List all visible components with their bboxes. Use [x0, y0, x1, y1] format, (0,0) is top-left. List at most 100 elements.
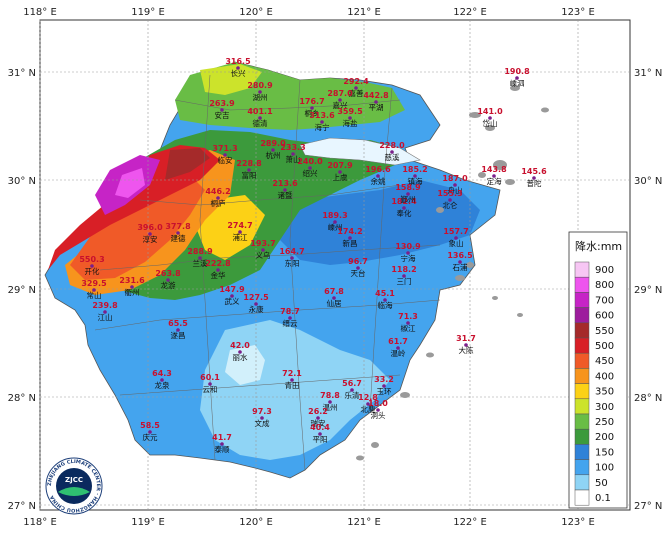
- station-dot: [160, 378, 164, 382]
- legend-label: 800: [595, 280, 614, 291]
- station-marker: 289.0 杭州: [260, 139, 286, 160]
- station-marker: 233.3 萧山: [280, 143, 305, 164]
- station-value: 313.6: [309, 111, 335, 120]
- station-name: 德清: [253, 118, 268, 128]
- station-name: 温州: [323, 403, 338, 412]
- station-value: 40.4: [310, 423, 330, 432]
- station-dot: [238, 350, 242, 354]
- legend-label: 0.1: [595, 493, 611, 504]
- station-name: 淳安: [143, 234, 158, 244]
- station-name: 舟山: [448, 185, 463, 195]
- y-tick-right: 29° N: [634, 285, 662, 296]
- station-marker: 164.7 东阳: [279, 247, 304, 268]
- station-marker: 65.5 遂昌: [168, 319, 188, 340]
- station-marker: 207.9 上虞: [327, 161, 353, 182]
- station-dot: [318, 432, 322, 436]
- y-tick-right: 30° N: [634, 176, 662, 187]
- station-name: 洞头: [371, 410, 386, 420]
- station-marker: 288.9 兰溪: [187, 247, 213, 268]
- station-value: 45.1: [375, 289, 395, 298]
- station-marker: 97.3 文成: [252, 407, 272, 428]
- station-value: 550.3: [79, 255, 104, 264]
- station-value: 239.8: [92, 301, 118, 310]
- station-dot: [376, 408, 380, 412]
- station-value: 228.0: [379, 141, 405, 150]
- station-name: 丽水: [233, 352, 248, 362]
- y-ticks-right: 31° N 30° N 29° N 28° N 27° N: [634, 68, 662, 512]
- station-value: 288.9: [187, 247, 213, 256]
- station-name: 桐庐: [211, 198, 226, 208]
- station-dot: [247, 168, 251, 172]
- station-name: 临安: [218, 155, 233, 165]
- legend-swatch: [574, 337, 590, 354]
- station-value: 280.9: [247, 81, 273, 90]
- station-dot: [328, 400, 332, 404]
- station-name: 云和: [203, 385, 218, 394]
- station-dot: [208, 382, 212, 386]
- station-dot: [350, 388, 354, 392]
- station-marker: 31.7 大陈: [456, 334, 476, 355]
- station-marker: 145.6 普陀: [521, 167, 547, 188]
- station-marker: 239.8 江山: [92, 301, 118, 322]
- zone-500: [48, 145, 220, 270]
- station-name: 慈溪: [385, 152, 400, 162]
- station-dot: [260, 416, 264, 420]
- station-value: 196.6: [365, 165, 391, 174]
- station-name: 湖州: [253, 93, 268, 102]
- x-tick-top: 121° E: [347, 7, 381, 18]
- station-value: 189.3: [322, 211, 347, 220]
- station-value: 263.9: [209, 99, 235, 108]
- station-marker: 64.3 龙泉: [152, 369, 172, 390]
- station-dot: [348, 236, 352, 240]
- station-value: 12.8: [358, 393, 378, 402]
- station-dot: [382, 384, 386, 388]
- station-marker: 396.0 淳安: [137, 223, 163, 244]
- station-name: 开化: [85, 266, 100, 276]
- station-marker: 263.8 龙游: [155, 269, 181, 290]
- y-tick-right: 31° N: [634, 68, 662, 79]
- station-value: 42.0: [230, 341, 250, 350]
- station-marker: 228.8 富阳: [236, 159, 262, 180]
- station-marker: 155.3 北仑: [437, 189, 462, 210]
- zone-450: [70, 175, 205, 280]
- station-name: 衢州: [125, 287, 140, 297]
- station-value: 176.7: [299, 97, 324, 106]
- station-marker: 118.2 三门: [391, 265, 416, 286]
- legend-label: 450: [595, 356, 614, 367]
- station-name: 北仑: [443, 200, 458, 210]
- station-marker: 287.0 嘉兴: [327, 89, 353, 110]
- station-dot: [258, 116, 262, 120]
- station-marker: 359.5 海盐: [337, 107, 363, 128]
- station-name: 浦江: [233, 232, 248, 242]
- station-name: 建德: [171, 233, 186, 243]
- y-tick-left: 27° N: [8, 501, 36, 512]
- station-marker: 78.7 缙云: [280, 307, 300, 328]
- station-name: 龙泉: [155, 380, 170, 390]
- station-value: 41.7: [212, 433, 232, 442]
- station-dot: [332, 296, 336, 300]
- station-marker: 213.6 诸暨: [272, 179, 298, 200]
- station-value: 67.8: [324, 287, 344, 296]
- station-name: 遂昌: [171, 330, 186, 340]
- station-name: 嘉善: [349, 88, 364, 98]
- station-marker: 401.1 德清: [247, 107, 273, 128]
- station-marker: 231.6 衢州: [119, 276, 145, 297]
- station-marker: 45.1 临海: [375, 289, 395, 310]
- station-name: 乐清: [345, 390, 360, 400]
- station-value: 130.9: [395, 242, 421, 251]
- station-dot: [356, 266, 360, 270]
- station-name: 宁海: [401, 253, 416, 263]
- station-value: 377.8: [165, 222, 191, 231]
- zone-800: [115, 168, 145, 198]
- station-value: 18.0: [368, 399, 388, 408]
- station-value: 396.0: [137, 223, 163, 232]
- station-dot: [148, 232, 152, 236]
- station-value: 289.0: [260, 139, 286, 148]
- station-dot: [406, 321, 410, 325]
- station-marker: 127.5 永康: [243, 293, 269, 314]
- station-dot: [258, 90, 262, 94]
- station-name: 诸暨: [278, 191, 293, 200]
- station-dot: [402, 274, 406, 278]
- station-value: 61.7: [388, 337, 408, 346]
